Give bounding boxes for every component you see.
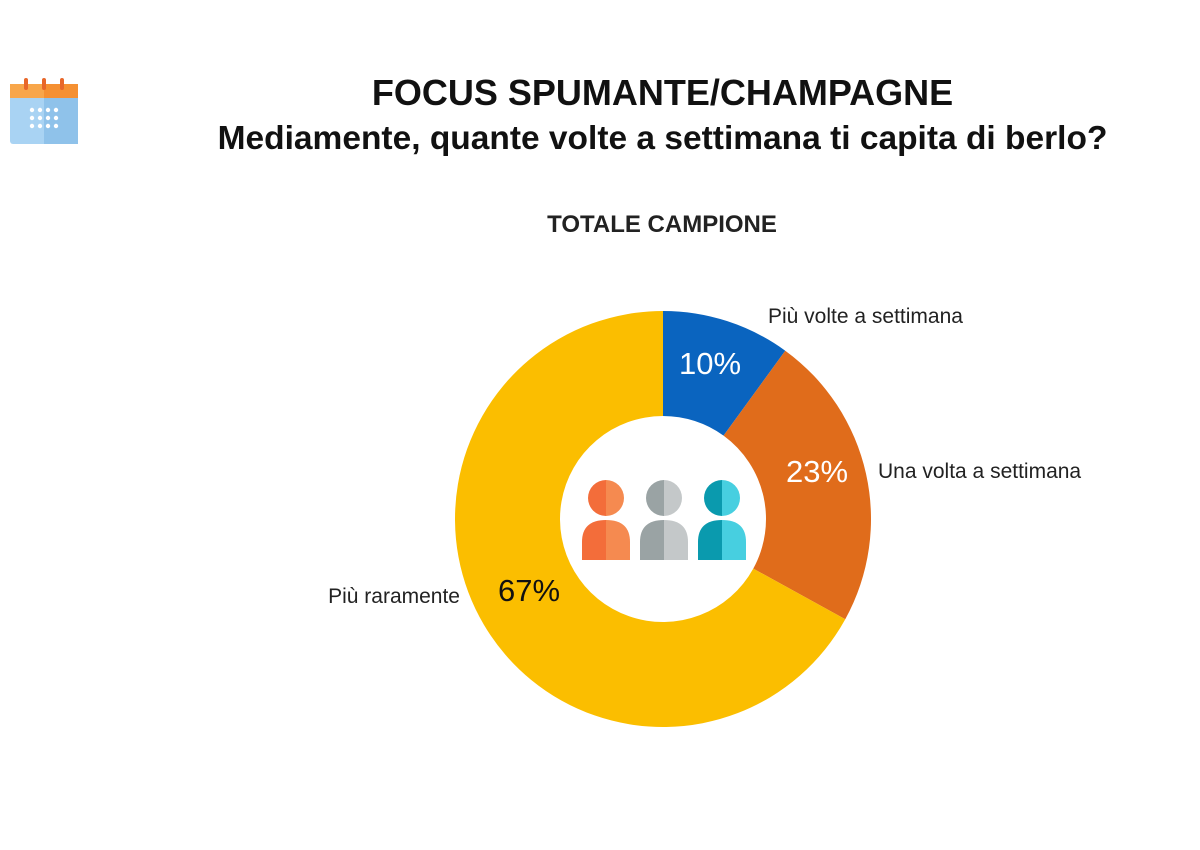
category-label-una-volta-a-settimana: Una volta a settimana [878,460,1081,483]
page-title: FOCUS SPUMANTE/CHAMPAGNE [371,72,954,113]
slice-una-volta-a-settimana [723,350,872,620]
page-subtitle: Mediamente, quante volte a settimana ti … [217,120,1108,157]
calendar-icon [10,78,78,144]
value-label-una-volta-a-settimana: 23% [786,454,848,489]
slice-pi-volte-a-settimana [663,311,786,436]
category-label-pi-raramente: Più raramente [328,585,460,608]
slice-pi-raramente [455,311,846,727]
chart-title: TOTALE CAMPIONE [547,211,777,238]
people-group-icon [582,480,746,560]
value-label-pi-raramente: 67% [498,573,560,608]
value-label-pi-volte-a-settimana: 10% [679,346,741,381]
category-label-pi-volte-a-settimana: Più volte a settimana [768,305,963,328]
